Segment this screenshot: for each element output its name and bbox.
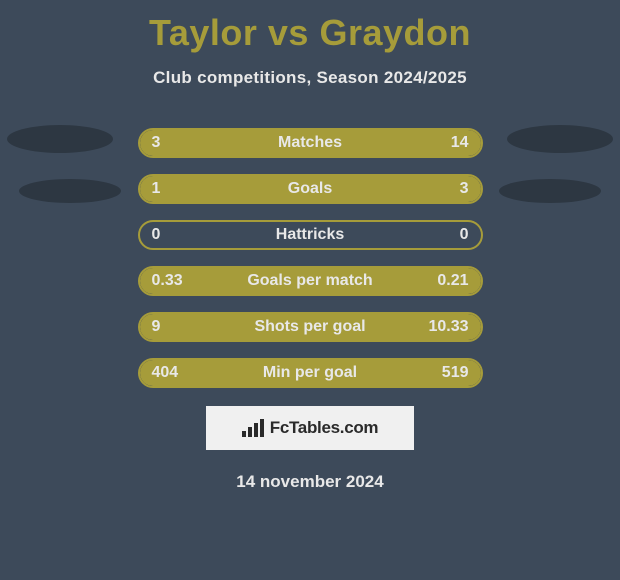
stat-value-right: 10.33 — [428, 318, 468, 336]
vs-label: vs — [268, 12, 309, 53]
stat-label: Matches — [278, 134, 342, 152]
stat-label: Shots per goal — [254, 318, 365, 336]
stat-value-left: 1 — [152, 180, 161, 198]
stat-row: 0 Hattricks 0 — [138, 220, 483, 250]
stat-value-left: 3 — [152, 134, 161, 152]
stat-row: 3 Matches 14 — [138, 128, 483, 158]
stat-row: 0.33 Goals per match 0.21 — [138, 266, 483, 296]
stat-row: 1 Goals 3 — [138, 174, 483, 204]
stat-value-right: 0.21 — [437, 272, 468, 290]
comparison-title: Taylor vs Graydon — [0, 0, 620, 54]
player-b-name: Graydon — [319, 12, 471, 53]
stat-value-right: 3 — [460, 180, 469, 198]
chart-icon — [242, 419, 264, 437]
stat-label: Hattricks — [276, 226, 344, 244]
stat-label: Min per goal — [263, 364, 357, 382]
stat-value-left: 9 — [152, 318, 161, 336]
badge-text: FcTables.com — [270, 418, 379, 438]
subtitle: Club competitions, Season 2024/2025 — [0, 68, 620, 88]
stat-value-right: 0 — [460, 226, 469, 244]
fctables-badge: FcTables.com — [206, 406, 414, 450]
stat-label: Goals per match — [247, 272, 372, 290]
stat-value-left: 0 — [152, 226, 161, 244]
stat-value-left: 404 — [152, 364, 179, 382]
stat-label: Goals — [288, 180, 332, 198]
stats-container: 3 Matches 14 1 Goals 3 0 Hattricks 0 0.33 Goals pe… — [0, 128, 620, 388]
footer-date: 14 november 2024 — [0, 472, 620, 492]
stat-value-right: 519 — [442, 364, 469, 382]
stat-value-right: 14 — [451, 134, 469, 152]
stat-value-left: 0.33 — [152, 272, 183, 290]
player-a-name: Taylor — [149, 12, 257, 53]
stat-row: 404 Min per goal 519 — [138, 358, 483, 388]
stat-row: 9 Shots per goal 10.33 — [138, 312, 483, 342]
